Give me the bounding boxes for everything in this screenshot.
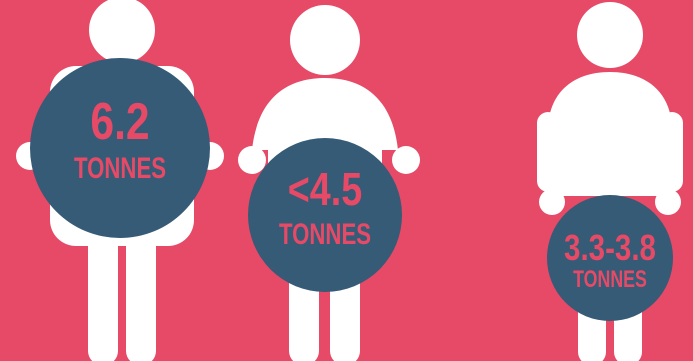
weight-value-2: <4.5 — [287, 163, 363, 215]
weight-label-2: <4.5 TONNES — [248, 166, 402, 250]
weight-unit-2: TONNES — [278, 218, 372, 251]
weight-value-3: 3.3-3.8 — [564, 227, 656, 268]
torso — [548, 72, 672, 196]
weight-circle-2 — [248, 138, 402, 292]
weight-unit-3: TONNES — [573, 266, 647, 293]
right-hand — [655, 189, 681, 215]
weight-unit-1: TONNES — [73, 152, 167, 185]
head-icon — [577, 2, 643, 68]
right-leg — [126, 225, 156, 361]
right-arm — [661, 112, 683, 192]
weight-circle-1 — [30, 58, 210, 238]
left-hand — [539, 189, 565, 215]
arms — [252, 78, 398, 150]
weight-label-1: 6.2 TONNES — [31, 96, 209, 184]
head-icon — [290, 5, 360, 75]
left-leg — [88, 225, 118, 361]
person-figure-3 — [537, 2, 683, 361]
weight-circle-3 — [547, 195, 673, 321]
head-icon — [89, 0, 155, 63]
left-hand — [238, 146, 266, 174]
weight-label-3: 3.3-3.8 TONNES — [545, 230, 675, 292]
weight-value-1: 6.2 — [90, 93, 150, 151]
right-hand — [392, 146, 420, 174]
left-arm — [537, 112, 559, 192]
